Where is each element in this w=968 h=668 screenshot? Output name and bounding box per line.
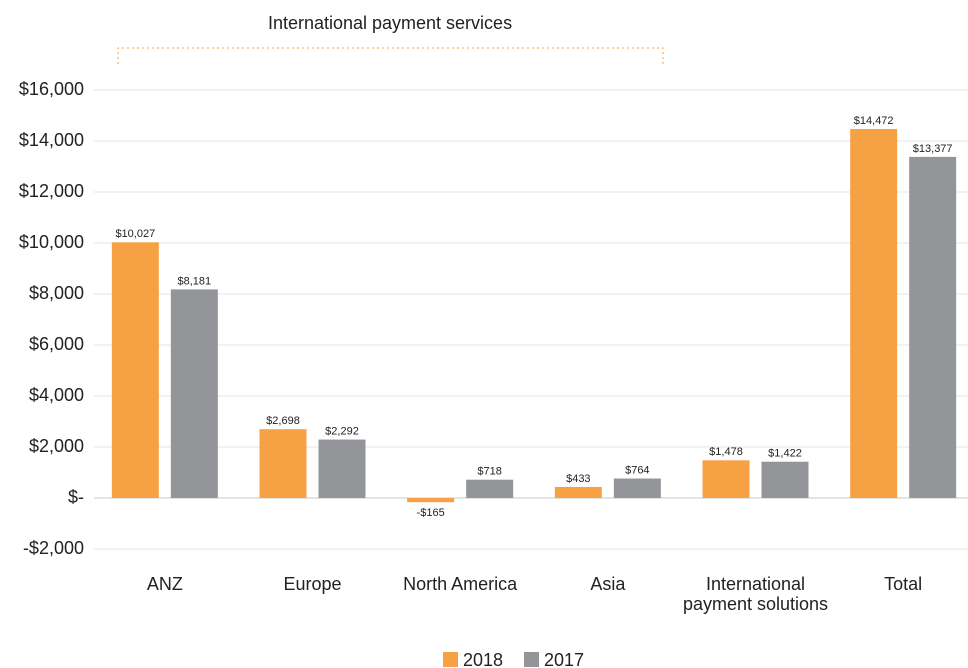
x-tick-label: International payment solutions: [682, 574, 829, 614]
value-label: $14,472: [854, 115, 894, 127]
x-tick-label: Asia: [590, 574, 626, 594]
y-tick-label: $12,000: [19, 181, 84, 201]
bar: [318, 439, 366, 498]
y-tick-label: $6,000: [29, 334, 84, 354]
bar: [407, 498, 455, 503]
value-label: $1,422: [768, 448, 802, 460]
y-tick-label: $8,000: [29, 283, 84, 303]
bar: [761, 461, 809, 498]
value-label: $8,181: [178, 275, 212, 287]
y-tick-label: -$2,000: [23, 538, 84, 558]
value-label: $13,377: [913, 143, 953, 155]
bar: [259, 429, 307, 498]
y-tick-label: $2,000: [29, 436, 84, 456]
bar: [170, 289, 218, 498]
x-tick-label: North America: [403, 574, 518, 594]
x-tick-label: ANZ: [146, 574, 183, 594]
value-label: $433: [566, 473, 590, 485]
annotation-bracket: [117, 47, 664, 64]
value-label: $764: [625, 464, 649, 476]
legend-swatch: [524, 652, 539, 667]
legend-label: 2017: [544, 650, 584, 668]
y-tick-label: $14,000: [19, 130, 84, 150]
legend-label: 2018: [463, 650, 503, 668]
x-tick-label: Total: [884, 574, 923, 594]
value-label: $2,292: [325, 425, 359, 437]
legend-swatch: [443, 652, 458, 667]
y-tick-label: $4,000: [29, 385, 84, 405]
bar: [702, 460, 750, 498]
y-tick-label: $10,000: [19, 232, 84, 252]
y-tick-label: $16,000: [19, 79, 84, 99]
bar: [466, 479, 514, 498]
bar: [111, 242, 159, 498]
value-label: $2,698: [266, 415, 300, 427]
value-label: -$165: [417, 507, 445, 519]
bar: [909, 156, 957, 498]
annotation: International payment services: [268, 13, 512, 33]
bar: [613, 478, 661, 498]
y-tick-label: $-: [68, 487, 84, 507]
bar: [554, 486, 602, 498]
bar: [850, 128, 898, 499]
value-label: $718: [477, 466, 501, 478]
value-label: $10,027: [115, 228, 155, 240]
x-tick-label: Europe: [283, 574, 342, 594]
value-label: $1,478: [709, 446, 743, 458]
